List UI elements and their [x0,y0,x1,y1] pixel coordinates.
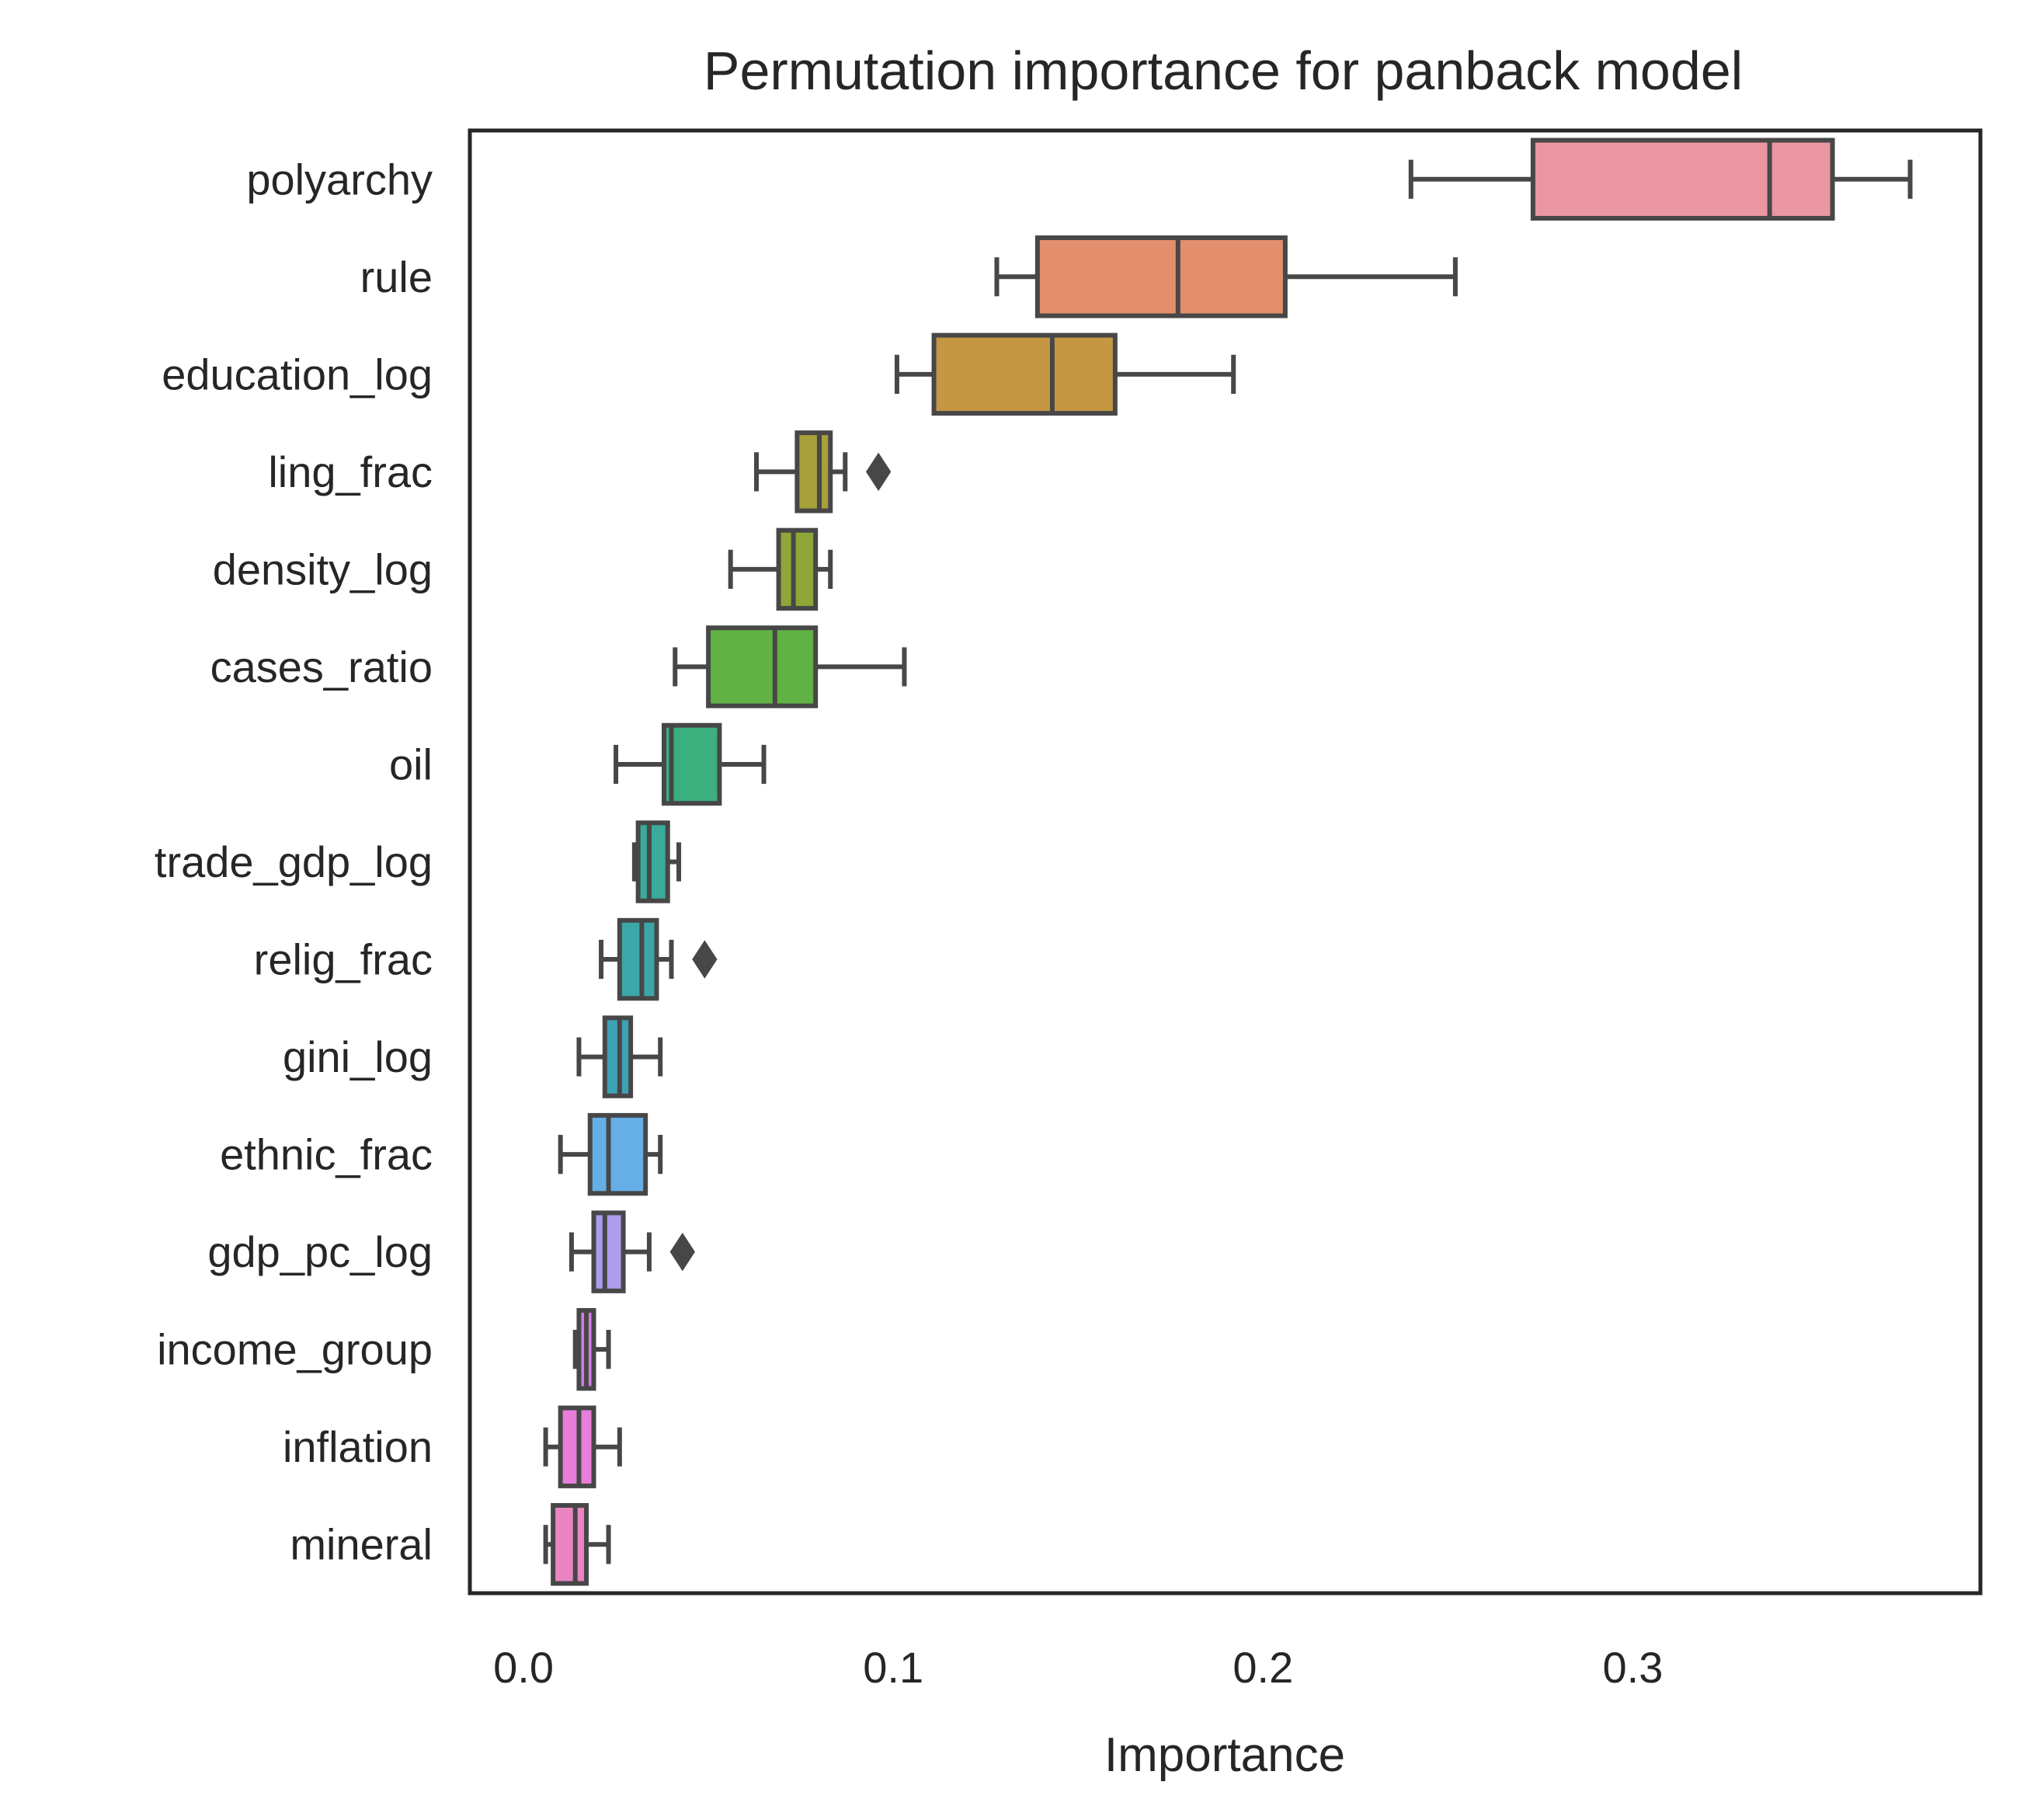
x-tick-label: 0.3 [1603,1643,1664,1692]
y-tick-label: inflation [283,1422,433,1471]
y-tick-label: cases_ratio [210,642,433,691]
box-ling_frac [754,430,892,513]
box-education_log [894,332,1236,416]
y-tick-label: polyarchy [246,155,433,204]
box-polyarchy [1408,137,1913,221]
iqr-box [706,625,819,708]
box-rule [994,235,1458,318]
box-trade_gdp_log [631,820,682,903]
plot-frame [468,128,1983,1596]
iqr-box [794,430,833,513]
y-tick-label: oil [389,739,433,788]
y-tick-label: gini_log [283,1032,433,1081]
iqr-box [776,527,819,611]
y-tick-label: density_log [213,545,433,593]
box-gdp_pc_log [568,1210,695,1293]
y-tick-label: relig_frac [254,935,433,984]
box-inflation [543,1405,622,1488]
iqr-box [551,1503,589,1586]
y-tick-label: mineral [290,1520,433,1569]
outlier-marker [692,940,718,979]
box-density_log [728,527,833,611]
box-gini_log [576,1015,663,1098]
x-tick-label: 0.0 [493,1643,554,1692]
box-income_group [572,1307,611,1391]
y-tick-labels: polyarchy rule education_log ling_fracdensi… [155,155,433,1568]
x-tick-label: 0.1 [863,1643,923,1692]
iqr-box [1530,137,1835,221]
iqr-box [1034,235,1288,318]
boxes-layer [543,137,1913,1586]
outlier-marker [669,1232,695,1272]
y-tick-label: education_log [162,350,433,398]
y-tick-label: rule [360,252,433,301]
box-cases_ratio [673,625,907,708]
iqr-box [635,820,670,903]
y-tick-label: income_group [157,1325,433,1374]
y-tick-label: ethnic_frac [220,1130,433,1179]
y-tick-label: ling_frac [268,447,433,496]
iqr-box [587,1112,648,1196]
chart-title: Permutation importance for panback model [704,40,1743,101]
iqr-box [617,917,659,1001]
y-tick-label: trade_gdp_log [155,837,433,886]
box-relig_frac [599,917,718,1001]
outlier-marker [865,452,892,492]
box-mineral [543,1503,611,1586]
y-tick-label: gdp_pc_log [207,1227,433,1276]
x-tick-label: 0.2 [1233,1643,1293,1692]
x-tick-labels: 0.0 0.1 0.2 0.3 [493,1643,1663,1692]
box-ethnic_frac [558,1112,663,1196]
x-axis-label: Importance [1104,1728,1345,1782]
box-oil [614,722,767,806]
iqr-box [931,332,1118,416]
iqr-box [591,1210,626,1293]
